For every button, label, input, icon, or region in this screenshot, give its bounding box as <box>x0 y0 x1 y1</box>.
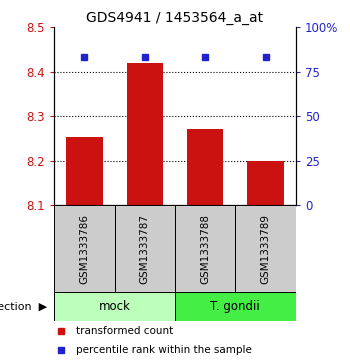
Text: T. gondii: T. gondii <box>210 300 260 313</box>
Text: infection  ▶: infection ▶ <box>0 302 47 312</box>
Text: GSM1333787: GSM1333787 <box>140 214 150 284</box>
Text: mock: mock <box>99 300 131 313</box>
Bar <box>54 205 115 292</box>
Bar <box>127 63 163 205</box>
Text: transformed count: transformed count <box>76 326 173 336</box>
Bar <box>247 161 284 205</box>
Text: percentile rank within the sample: percentile rank within the sample <box>76 345 252 355</box>
Bar <box>66 137 103 205</box>
Bar <box>235 205 296 292</box>
Bar <box>175 292 296 321</box>
Title: GDS4941 / 1453564_a_at: GDS4941 / 1453564_a_at <box>86 11 264 25</box>
Text: GSM1333788: GSM1333788 <box>200 214 210 284</box>
Bar <box>115 205 175 292</box>
Bar <box>175 205 235 292</box>
Bar <box>54 292 175 321</box>
Bar <box>187 129 223 205</box>
Text: GSM1333789: GSM1333789 <box>260 214 271 284</box>
Text: GSM1333786: GSM1333786 <box>79 214 90 284</box>
